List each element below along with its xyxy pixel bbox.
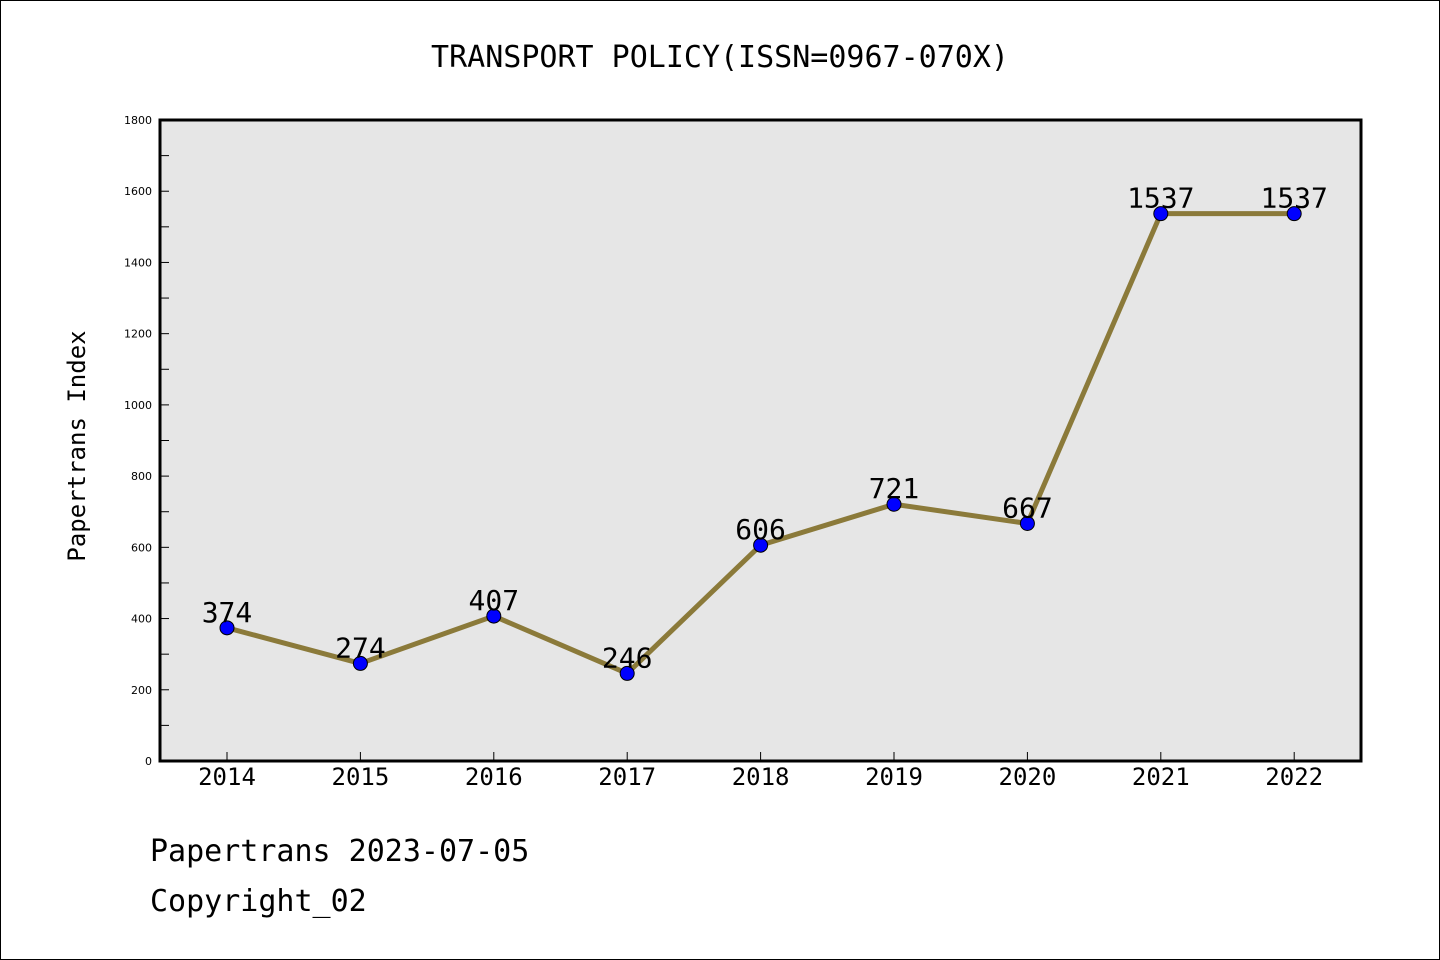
y-tick-label: 400: [131, 613, 152, 626]
y-tick-label: 1000: [124, 399, 152, 412]
y-tick-label: 1800: [124, 114, 152, 127]
y-tick-label: 1200: [124, 328, 152, 341]
data-label: 374: [202, 596, 253, 629]
y-tick-label: 1400: [124, 256, 152, 269]
axes-layer: 0 200 400 600 800 1000 1200 1400 1600 1800 2014 201…: [124, 114, 1323, 791]
y-tick-label: 1600: [124, 185, 152, 198]
data-point-marker: [486, 608, 502, 624]
x-tick-label: 2020: [999, 763, 1057, 791]
footer-copyright: Copyright_02: [150, 884, 367, 919]
x-tick-label: 2019: [865, 763, 923, 791]
y-tick-label: 0: [145, 755, 152, 768]
x-tick-label: 2014: [198, 763, 256, 791]
data-label: 606: [735, 513, 786, 546]
x-tick-label: 2021: [1132, 763, 1190, 791]
data-point-marker: [219, 620, 235, 636]
data-label: 407: [469, 584, 520, 617]
data-point-marker: [1153, 206, 1169, 222]
x-tick-label: 2016: [465, 763, 523, 791]
x-tick-label: 2017: [598, 763, 656, 791]
data-label: 1537: [1127, 182, 1194, 215]
data-label: 1537: [1260, 182, 1327, 215]
data-label: 721: [869, 472, 920, 505]
plot-area: [160, 120, 1361, 761]
data-label: 246: [602, 641, 653, 674]
y-tick-label: 600: [131, 541, 152, 554]
chart-title: TRANSPORT POLICY(ISSN=0967-070X): [431, 40, 1009, 75]
data-point-marker: [352, 655, 368, 671]
footer-date-line: Papertrans 2023-07-05: [150, 834, 530, 869]
data-point-marker: [1286, 206, 1302, 222]
x-tick-label: 2022: [1265, 763, 1323, 791]
y-tick-label: 800: [131, 470, 152, 483]
data-point-marker: [753, 537, 769, 553]
data-point-marker: [619, 665, 635, 681]
data-point-marker: [886, 496, 902, 512]
plot-border: [158, 118, 1363, 763]
x-tick-label: 2015: [332, 763, 390, 791]
series-layer: 374 274 407 246 606 721 667 1537 1537: [202, 182, 1328, 681]
y-axis-label: Papertrans Index: [63, 330, 91, 561]
data-point-marker: [1019, 515, 1035, 531]
data-label: 667: [1002, 491, 1053, 524]
y-tick-label: 200: [131, 684, 152, 697]
data-label: 274: [335, 631, 386, 664]
x-tick-label: 2018: [732, 763, 790, 791]
